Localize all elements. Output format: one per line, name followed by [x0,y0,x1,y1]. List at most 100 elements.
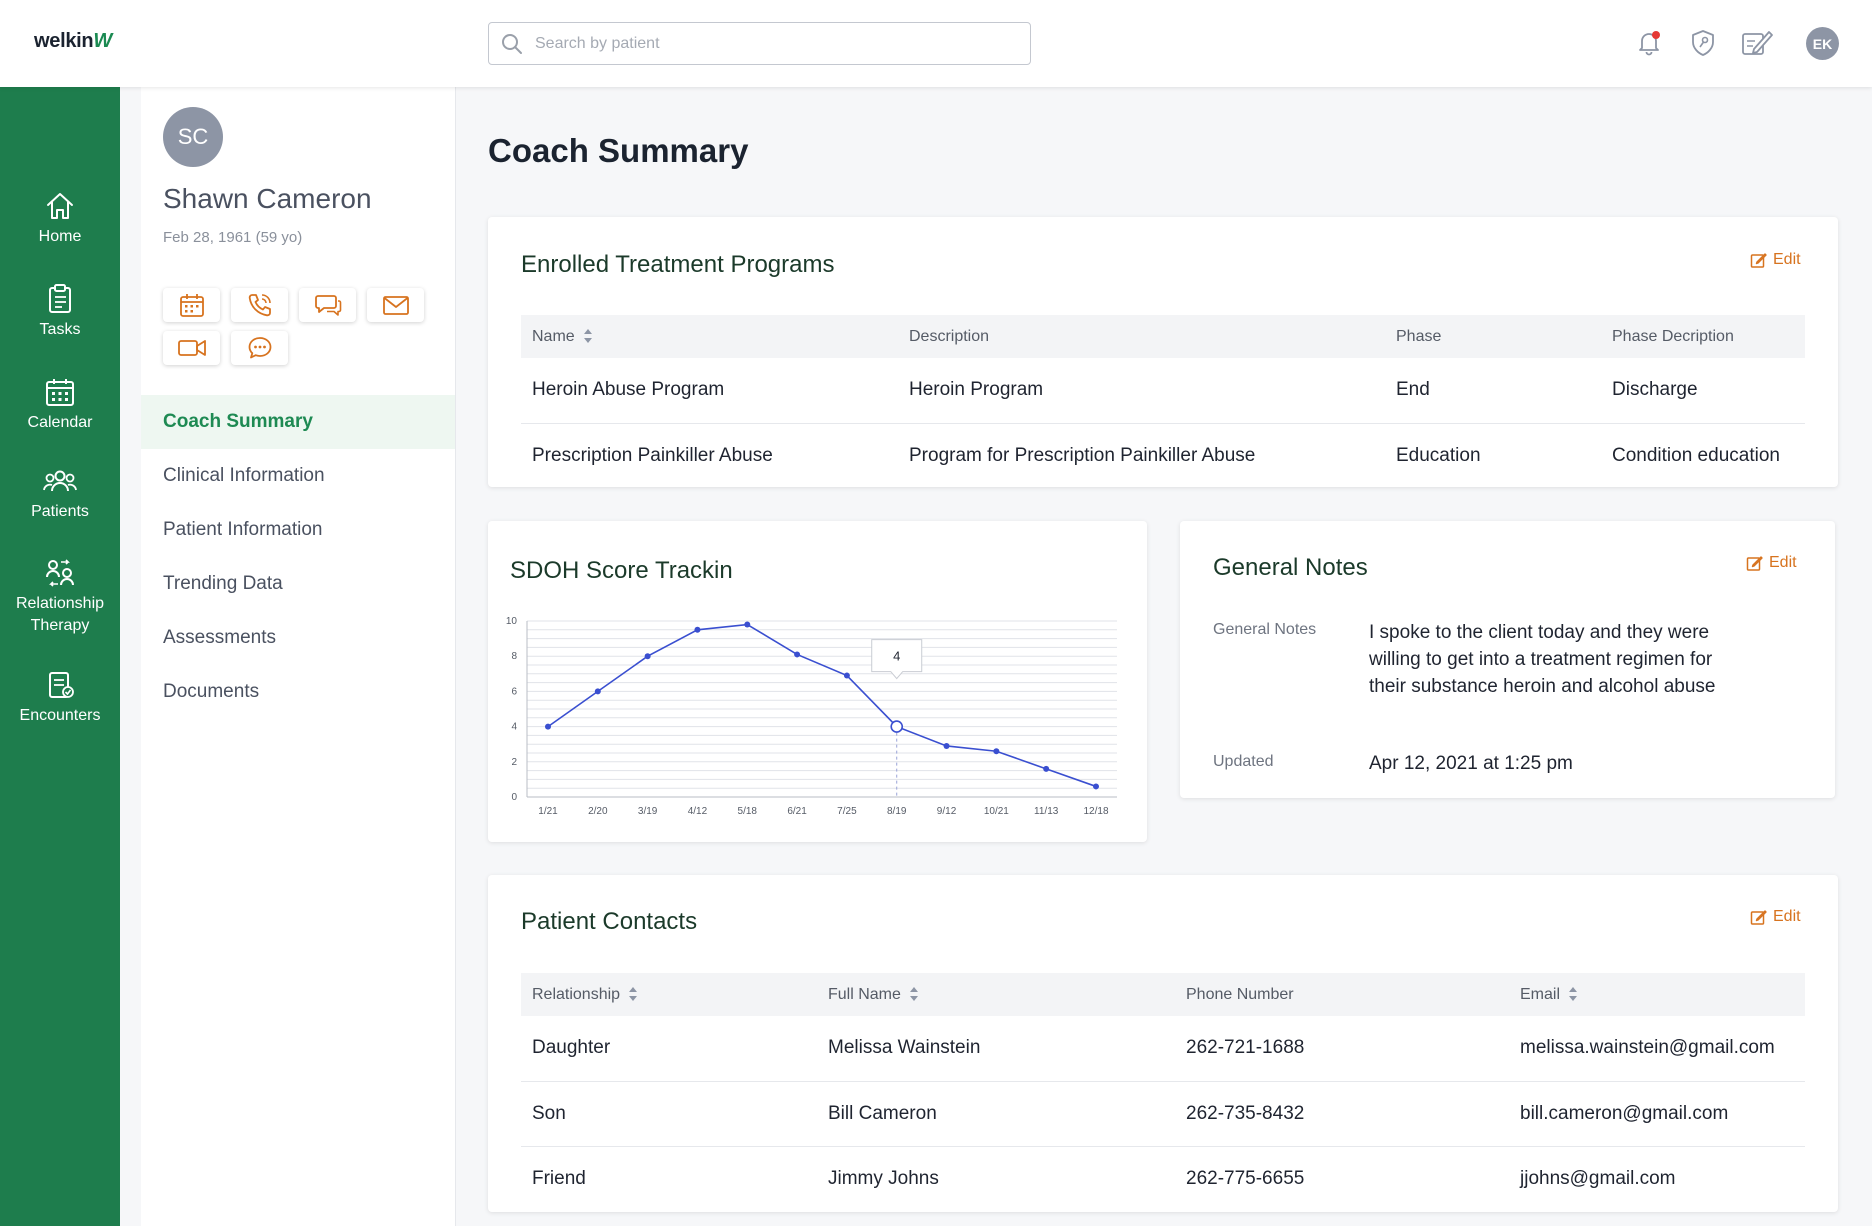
people-icon [43,470,77,492]
email-button[interactable] [367,288,424,322]
pen-note-icon[interactable] [1740,26,1774,60]
rail-item-patients[interactable]: Patients [0,467,120,523]
updated-label: Updated [1213,753,1274,770]
bell-icon[interactable] [1632,26,1666,60]
side-nav-coach-summary[interactable]: Coach Summary [141,395,455,449]
shield-key-icon[interactable] [1686,26,1720,60]
cell: End [1385,358,1601,424]
column-header-relationship[interactable]: Relationship [521,973,817,1016]
side-nav-clinical-information[interactable]: Clinical Information [163,465,325,486]
search-box[interactable] [488,22,1031,65]
logo-text: welkin [34,30,94,52]
edit-label: Edit [1773,251,1801,268]
side-nav-patient-information[interactable]: Patient Information [163,519,323,540]
column-header-phone-number: Phone Number [1175,973,1509,1016]
side-nav-trending-data[interactable]: Trending Data [163,573,283,594]
relationship-icon [46,559,74,587]
rail-item-home[interactable]: Home [0,190,120,248]
data-point [644,653,651,660]
call-button[interactable] [231,288,288,322]
sort-icon[interactable] [628,986,638,1002]
cell: 262-775-6655 [1186,1167,1305,1189]
x-tick-label: 7/25 [837,806,857,817]
chat-button[interactable] [299,288,356,322]
column-header-name[interactable]: Name [521,315,898,358]
welkin-logo[interactable]: welkinW [34,30,112,53]
data-point [794,651,801,658]
cell: Melissa Wainstein [817,1016,1175,1082]
cell: Bill Cameron [817,1081,1175,1147]
cell: 262-721-1688 [1175,1016,1509,1082]
schedule-button[interactable] [163,288,220,322]
rail-item-calendar[interactable]: Calendar [0,376,120,434]
cell: Program for Prescription Painkiller Abus… [909,444,1256,466]
column-header-email[interactable]: Email [1509,973,1805,1016]
y-tick-label: 0 [511,792,517,803]
sdoh-line-chart: 0 2 4 6 8 10 1/21 2/20 3/19 4/12 5/18 6/21 7/25 8/19 9… [506,616,1117,817]
card-title: Patient Contacts [521,908,698,935]
column-header-description: Description [898,315,1385,358]
x-tick-label: 9/12 [937,806,957,817]
page-title: Coach Summary [488,132,749,169]
cell: Prescription Painkiller Abuse [532,444,773,466]
user-avatar[interactable]: EK [1806,27,1839,60]
cell: 262-735-8432 [1175,1081,1509,1147]
edit-icon [1746,555,1763,571]
side-nav-documents[interactable]: Documents [163,681,260,702]
side-nav-assessments[interactable]: Assessments [163,627,276,648]
table-header-row: Relationship Full Name Phone Number Emai… [521,973,1805,1016]
edit-icon [1750,252,1767,268]
encounter-icon [49,672,74,698]
data-point [594,688,601,695]
top-bar: welkinW EK [0,0,1872,87]
rail-item-relationship-therapy[interactable]: Relationship Therapy [0,557,120,637]
table-row[interactable]: Friend Jimmy Johns 262-775-6655 jjohns@g… [521,1146,1805,1211]
enrolled-programs-card: Enrolled Treatment Programs Edit Name De… [488,217,1838,487]
y-tick-label: 10 [506,616,518,627]
edit-icon [1750,909,1767,925]
cell: Son [521,1081,817,1147]
edit-contacts-button[interactable]: Edit [1750,908,1801,926]
column-header-full-name[interactable]: Full Name [817,973,1175,1016]
x-tick-label: 6/21 [787,806,807,817]
cell: Jimmy Johns [828,1167,939,1189]
video-call-button[interactable] [163,331,220,365]
sdoh-chart-card: SDOH Score Trackin 0 2 4 6 8 10 1/21 2/20 3/19 4/… [488,521,1147,842]
card-title: Enrolled Treatment Programs [521,251,835,278]
edit-programs-button[interactable]: Edit [1750,251,1801,269]
x-tick-label: 1/21 [538,806,558,817]
data-point [843,672,850,679]
edit-notes-button[interactable]: Edit [1746,554,1797,572]
search-icon [502,34,522,54]
message-icon [248,337,271,359]
logo-mark: W [93,30,112,52]
search-input[interactable] [535,31,1015,57]
notes-text: I spoke to the client today and they wer… [1369,622,1716,697]
table-row[interactable]: Heroin Abuse Program Heroin Program End … [521,358,1805,424]
table-row[interactable]: Son Bill Cameron 262-735-8432 bill.camer… [521,1081,1805,1147]
clipboard-icon [49,284,71,313]
chat-icon [314,295,341,316]
sort-icon[interactable] [909,986,919,1002]
rail-label: Calendar [27,414,93,431]
table-row[interactable]: Prescription Painkiller Abuse Program fo… [521,423,1805,488]
home-icon [47,193,73,219]
x-tick-label: 2/20 [588,806,608,817]
cell: Heroin Program [898,358,1385,424]
sort-icon[interactable] [583,328,593,344]
chart-title: SDOH Score Trackin [510,557,733,584]
table-header-row: Name Description Phase Phase Decription [521,315,1805,358]
chart-tooltip [871,639,923,680]
cell: Heroin Abuse Program [521,358,898,424]
y-tick-label: 4 [511,722,517,733]
table-row[interactable]: Daughter Melissa Wainstein 262-721-1688 … [521,1016,1805,1082]
main-nav-rail: Home Tasks Calendar Patients Relationshi… [0,87,120,1226]
y-tick-label: 2 [511,757,517,768]
patient-panel: SC Shawn Cameron Feb 28, 1961 (59 yo) Co… [141,87,456,1226]
tooltip-value: 4 [893,649,900,664]
rail-item-tasks[interactable]: Tasks [0,283,120,341]
rail-item-encounters[interactable]: Encounters [0,669,120,727]
sort-icon[interactable] [1568,986,1578,1002]
message-button[interactable] [231,331,288,365]
general-notes-card: General Notes Edit General Notes I spoke… [1180,521,1835,798]
